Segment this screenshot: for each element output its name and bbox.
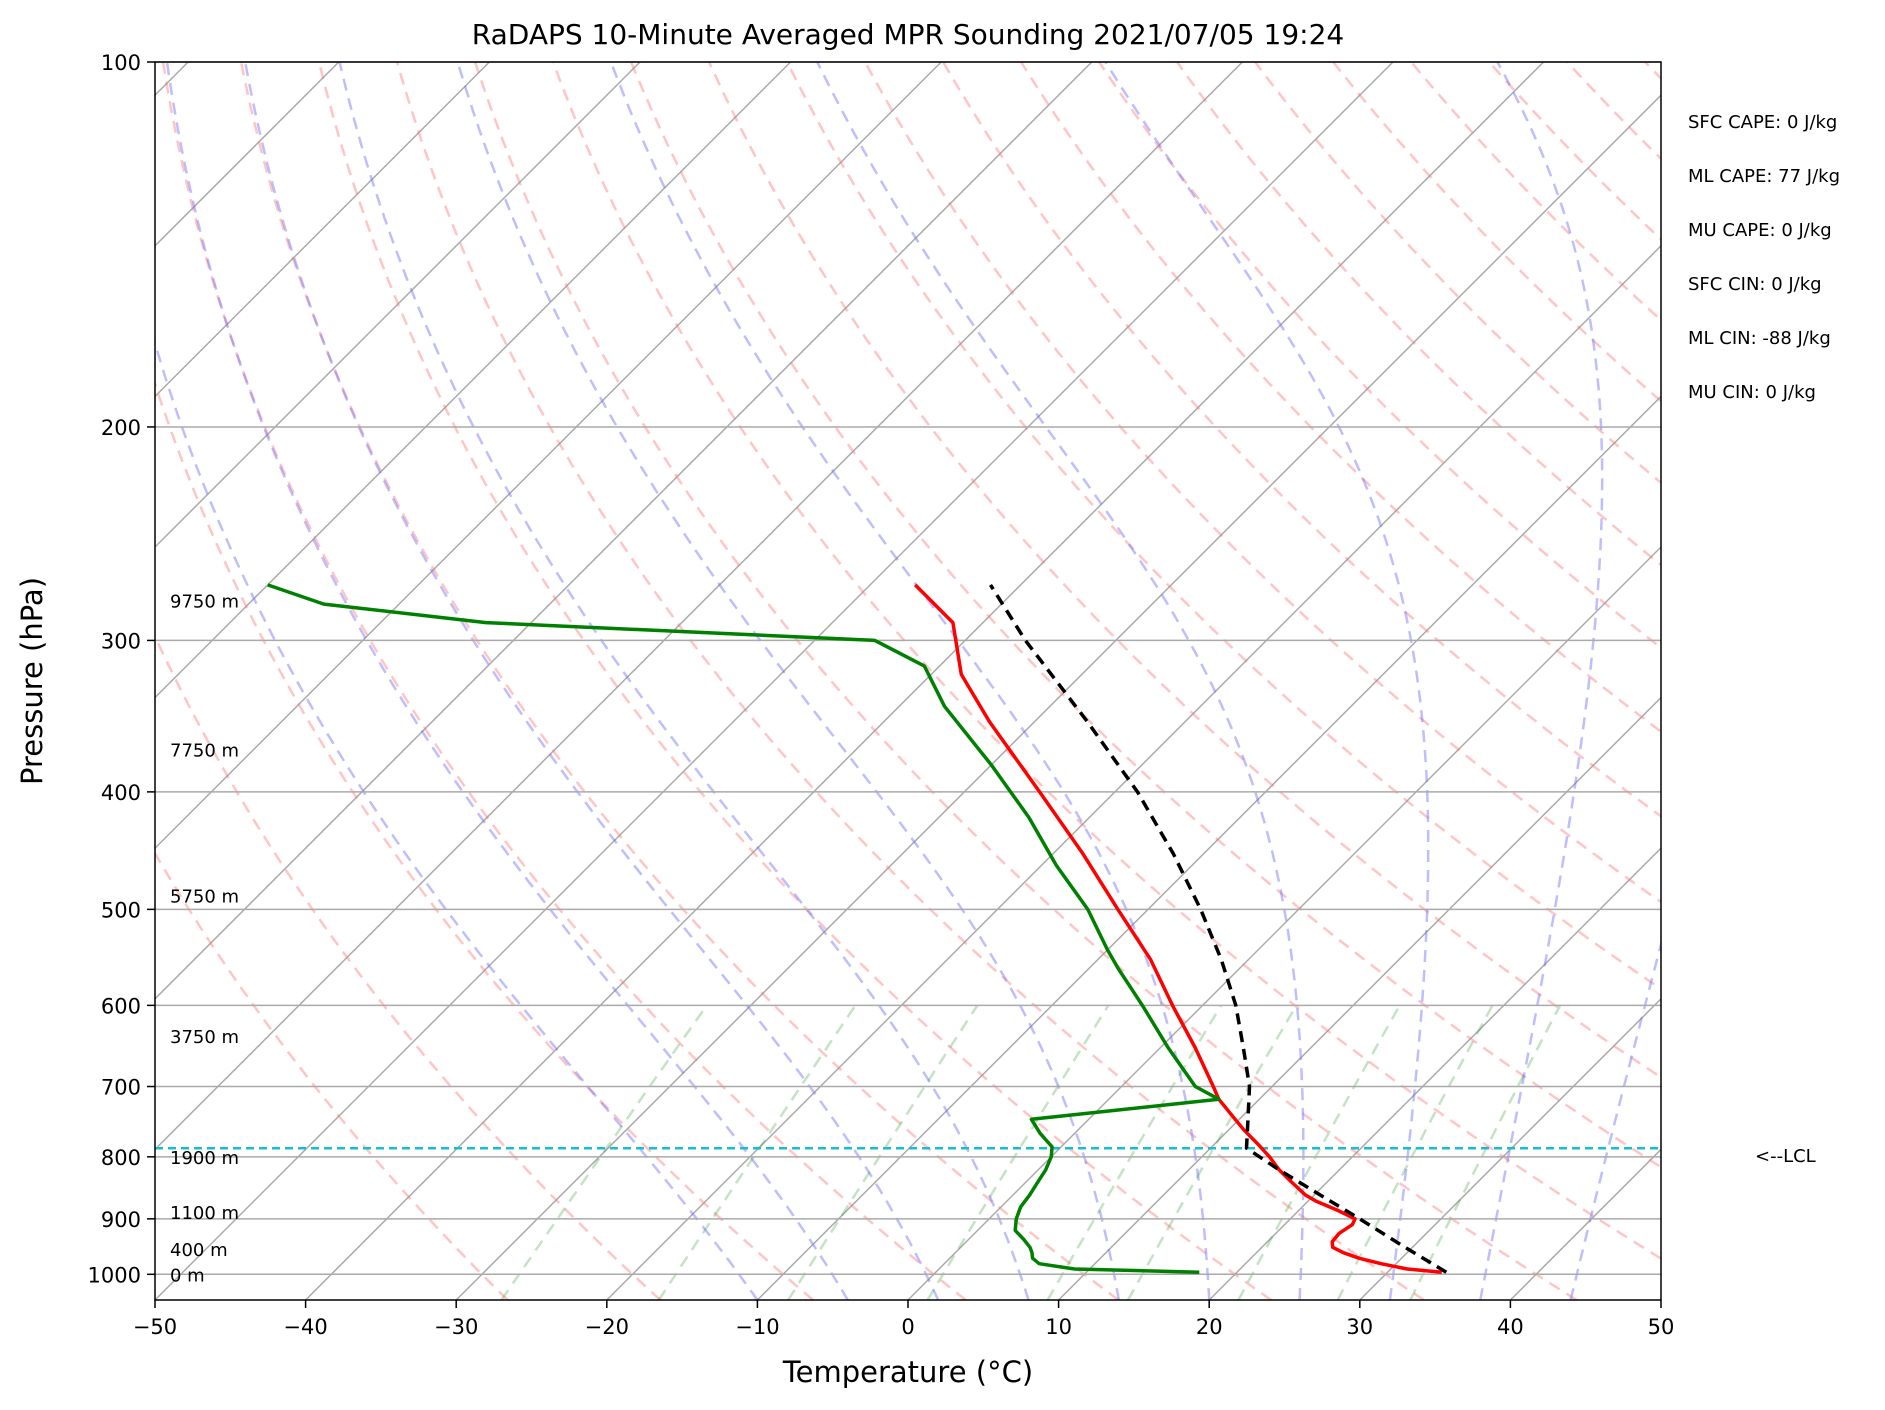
dry-adiabat: [1019, 59, 1885, 1300]
y-tick-label: 700: [101, 1076, 141, 1100]
dry-adiabat: [1564, 59, 1885, 1300]
mixing-ratio-line: [659, 1005, 856, 1300]
y-tick-label: 400: [101, 781, 141, 805]
height-labels: 0 m 400 m 1100 m 1900 m 3750 m 5750 m 7750 m 97…: [170, 591, 239, 1286]
isotherm: [757, 62, 1885, 1300]
x-tick-label: 50: [1648, 1315, 1675, 1339]
moist-adiabat: [99, 51, 758, 1300]
x-tick-label: 0: [901, 1315, 914, 1339]
dry-adiabat: [863, 59, 1885, 1300]
isotherm: [0, 62, 489, 1300]
mixing-ratio-line: [1128, 1005, 1296, 1300]
dry-adiabat: [786, 59, 1885, 1300]
dry-adiabat: [396, 59, 1424, 1300]
isotherm: [1812, 62, 1885, 1300]
dry-adiabat: [630, 59, 1882, 1300]
y-axis-ticks: 100 200 300 400 500 600 700 800 900 1000: [88, 51, 155, 1287]
dry-adiabat: [1253, 59, 1885, 1300]
isotherm: [1059, 62, 1885, 1300]
temperature-profile: [915, 585, 1442, 1272]
dry-adiabat: [1408, 59, 1885, 1300]
height-label: 7750 m: [170, 740, 239, 761]
dry-adiabat: [163, 59, 966, 1300]
y-axis-label: Pressure (hPa): [15, 577, 49, 785]
isotherm: [0, 62, 640, 1300]
y-tick-label: 100: [101, 51, 141, 75]
y-tick-label: 600: [101, 994, 141, 1018]
x-axis-label: Temperature (°C): [782, 1355, 1033, 1389]
height-label: 3750 m: [170, 1027, 239, 1048]
moist-adiabat: [1480, 51, 1602, 1300]
height-label: 1900 m: [170, 1148, 239, 1169]
moist-adiabat: [166, 51, 848, 1300]
isotherm: [0, 62, 339, 1300]
isotherm: [1209, 62, 1885, 1300]
x-tick-label: 30: [1346, 1315, 1373, 1339]
isotherm: [1360, 62, 1885, 1300]
dry-adiabat: [1331, 59, 1885, 1300]
dry-adiabat: [1876, 59, 1885, 1300]
moist-adiabat: [455, 51, 1119, 1300]
stat-text: MU CIN: 0 J/kg: [1688, 382, 1816, 403]
mixing-ratio-line: [788, 1005, 977, 1300]
dry-adiabat: [1720, 59, 1885, 1300]
dry-adiabat: [1798, 59, 1885, 1300]
lcl-label: <--LCL: [1755, 1146, 1816, 1167]
x-tick-label: 20: [1196, 1315, 1223, 1339]
y-tick-label: 200: [101, 416, 141, 440]
x-tick-label: −50: [133, 1315, 177, 1339]
isotherm: [0, 62, 941, 1300]
height-label: 0 m: [170, 1265, 205, 1286]
stat-text: SFC CIN: 0 J/kg: [1688, 274, 1822, 295]
stat-text: MU CAPE: 0 J/kg: [1688, 220, 1832, 241]
isotherm: [908, 62, 1885, 1300]
dry-adiabat: [0, 59, 508, 1300]
dry-adiabat: [1175, 59, 1885, 1300]
dry-adiabat: [7, 59, 661, 1300]
height-label: 400 m: [170, 1240, 228, 1261]
dry-adiabat: [85, 59, 813, 1300]
stat-text: ML CAPE: 77 J/kg: [1688, 166, 1840, 187]
isotherm: [0, 62, 1092, 1300]
isotherm: [1661, 62, 1885, 1300]
x-tick-label: −30: [434, 1315, 478, 1339]
isotherm: [1510, 62, 1885, 1300]
x-tick-label: −10: [735, 1315, 779, 1339]
y-tick-label: 900: [101, 1208, 141, 1232]
x-tick-label: −20: [585, 1315, 629, 1339]
dry-adiabat: [1642, 59, 1885, 1300]
y-tick-label: 500: [101, 898, 141, 922]
stat-text: SFC CAPE: 0 J/kg: [1688, 112, 1837, 133]
height-label: 1100 m: [170, 1203, 239, 1224]
dry-adiabat: [1097, 59, 1885, 1300]
moist-adiabat: [243, 51, 938, 1300]
y-tick-label: 1000: [88, 1263, 141, 1287]
moist-adiabat: [337, 51, 1028, 1300]
x-tick-label: −40: [283, 1315, 327, 1339]
sounding-profiles: [155, 585, 1661, 1272]
stats-panel: SFC CAPE: 0 J/kg ML CAPE: 77 J/kg MU CAPE:…: [1688, 112, 1840, 403]
isotherm: [306, 62, 1544, 1300]
height-label: 5750 m: [170, 886, 239, 907]
x-tick-label: 10: [1045, 1315, 1072, 1339]
x-axis-ticks: −50 −40 −30 −20 −10 0 10 20 30 40 50: [133, 1300, 1675, 1339]
pressure-gridlines: [155, 62, 1661, 1274]
background-lines: [0, 51, 1885, 1300]
isotherm: [4, 62, 1242, 1300]
y-tick-label: 800: [101, 1146, 141, 1170]
dry-adiabat: [708, 59, 1885, 1300]
moist-adiabat: [1099, 51, 1428, 1300]
x-tick-label: 40: [1497, 1315, 1524, 1339]
mixing-ratio-line: [1238, 1005, 1399, 1300]
mixing-ratio-line: [1338, 1005, 1493, 1300]
isotherm: [607, 62, 1845, 1300]
dry-adiabat: [552, 59, 1729, 1300]
isotherm: [155, 62, 1393, 1300]
height-label: 9750 m: [170, 591, 239, 612]
stat-text: ML CIN: -88 J/kg: [1688, 328, 1831, 349]
y-tick-label: 300: [101, 629, 141, 653]
chart-title: RaDAPS 10-Minute Averaged MPR Sounding 2…: [472, 18, 1344, 51]
